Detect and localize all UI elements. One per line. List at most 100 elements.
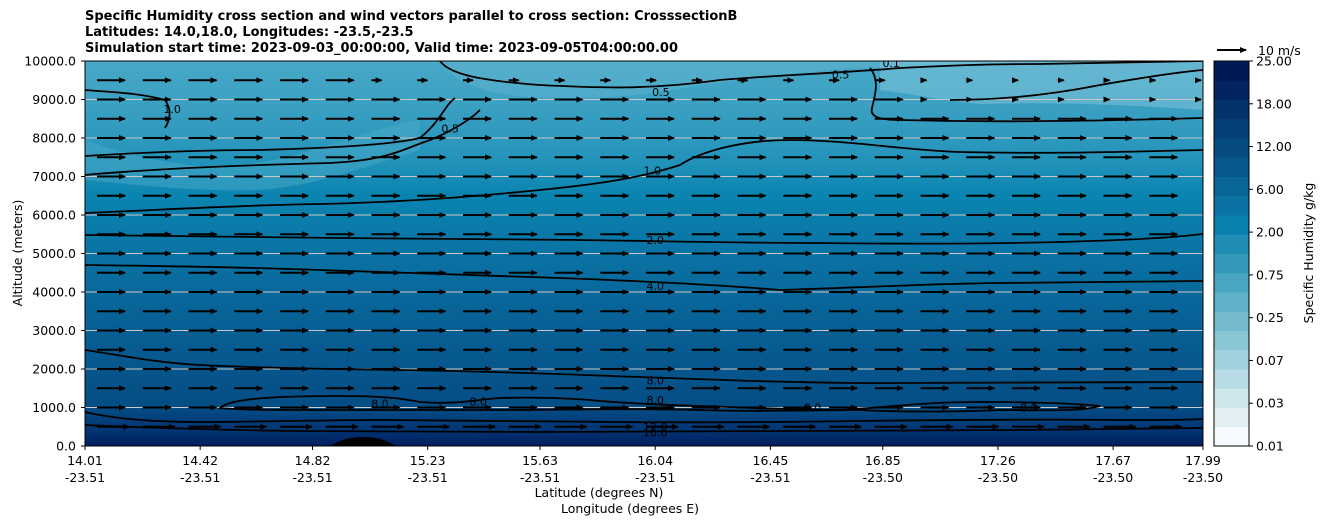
contour-12p0: [85, 411, 1203, 424]
contour-lines: [85, 61, 1203, 433]
x-axis: 14.01 -23.51 14.42 -23.51 14.82 -23.51 15.23 -2…: [65, 446, 1223, 485]
colorbar-swatch: [1214, 388, 1249, 408]
colorbar-tick-label: 2.00: [1256, 225, 1284, 240]
contour-label: 1.0: [644, 165, 662, 178]
contour-label: 2.0: [646, 234, 664, 247]
dry-pocket-left: [85, 120, 420, 191]
colorbar-tick-label: 0.75: [1256, 267, 1284, 282]
x-tick-label-lat: 17.99: [1185, 453, 1221, 468]
colorbar-swatch: [1214, 80, 1249, 100]
colorbar-label: Specific Humidity g/kg: [1301, 183, 1316, 324]
x-axis-label-longitude: Longitude (degrees E): [561, 501, 699, 516]
contour-8p0-upper: [85, 349, 1203, 384]
colorbar-swatch: [1214, 176, 1249, 197]
x-tick-label-lat: 17.26: [980, 453, 1016, 468]
colorbar-tick-label: 0.01: [1256, 439, 1284, 454]
x-tick-label-lat: 14.42: [182, 453, 218, 468]
colorbar-swatch: [1214, 369, 1249, 389]
chart-title: Specific Humidity cross section and wind…: [85, 9, 737, 57]
contour-label: 0.1: [882, 57, 900, 70]
x-tick-label-lon: -23.50: [1093, 470, 1133, 485]
chart-title-line-3: Simulation start time: 2023-09-03_00:00:…: [85, 41, 678, 56]
contour-1p0: [85, 97, 456, 157]
x-tick-label-lat: 17.67: [1095, 453, 1131, 468]
x-tick-label-lat: 14.82: [295, 453, 331, 468]
colorbar-swatch: [1214, 157, 1249, 177]
terrain-bump: [330, 437, 395, 446]
plot-area: 0.50.50.50.11.01.02.04.08.08.08.0 8.0 8.0 8…: [85, 57, 1203, 446]
chart-title-line-1: Specific Humidity cross section and wind…: [85, 9, 738, 24]
x-tick-label-lat: 16.45: [753, 453, 789, 468]
contour-label-text: 8.0: [470, 396, 488, 409]
colorbar-swatch: [1214, 61, 1249, 81]
x-tick-label-lon: -23.51: [520, 470, 560, 485]
contour-label-text: 0.5: [441, 122, 459, 135]
colorbar-swatch: [1214, 349, 1249, 370]
colorbar-frame: [1213, 60, 1250, 447]
x-tick-label-lon: -23.51: [750, 470, 790, 485]
contour-label: 0.5: [441, 122, 459, 135]
contour-label-text: 8.0: [646, 394, 664, 407]
y-tick-label: 6000.0: [32, 208, 76, 223]
x-tick-label-lon: -23.50: [1183, 470, 1223, 485]
chart-title-line-2: Latitudes: 14.0,18.0, Longitudes: -23.5,…: [85, 25, 414, 40]
y-tick-label: 0.0: [56, 439, 76, 454]
x-tick-label-lon: -23.50: [978, 470, 1018, 485]
colorbar-swatch: [1214, 292, 1249, 312]
x-tick-label-lat: 15.23: [410, 453, 446, 468]
colorbar-swatch: [1214, 311, 1249, 331]
x-tick-label-lat: 14.01: [67, 453, 103, 468]
contour-4p0: [85, 264, 1203, 291]
colorbar-swatch: [1214, 215, 1249, 235]
colorbar-swatch: [1214, 195, 1249, 216]
colorbar-swatch: [1214, 272, 1249, 293]
dry-layer-top: [85, 61, 1203, 99]
contour-label: 1.0: [163, 103, 181, 116]
quiver-key: 10 m/s: [1217, 43, 1301, 58]
contour-label-text: 8.0: [646, 375, 664, 388]
contour-0p5-inner: [85, 109, 481, 176]
contour-label-text: 1.0: [644, 165, 662, 178]
colorbar-swatch: [1214, 99, 1249, 120]
y-tick-label: 7000.0: [32, 169, 76, 184]
colorbar: 0.01 0.03 0.07 0.25 0.75 2.00 6.00 12.00 18.00 25…: [1214, 54, 1292, 454]
colorbar-swatch: [1214, 118, 1249, 139]
contour-label-text: 1.0: [163, 103, 181, 116]
colorbar-swatch: [1214, 234, 1249, 254]
contour-2p0: [85, 233, 1203, 245]
y-tick-label: 1000.0: [32, 400, 76, 415]
x-tick-label-lon: -23.51: [635, 470, 675, 485]
colorbar-swatch: [1214, 426, 1249, 447]
y-tick-label: 4000.0: [32, 285, 76, 300]
x-tick-label-lon: -23.51: [65, 470, 105, 485]
colorbar-tick-label: 0.03: [1256, 396, 1284, 411]
contour-labels: 0.50.50.50.11.01.02.04.08.08.08.0 8.0 8.0 8…: [163, 57, 1037, 440]
colorbar-tick-label: 0.07: [1256, 353, 1284, 368]
quiver-key-label: 10 m/s: [1258, 43, 1301, 58]
y-tick-label: 5000.0: [32, 246, 76, 261]
colorbar-tick-label: 12.00: [1256, 139, 1292, 154]
y-tick-label: 2000.0: [32, 362, 76, 377]
y-tick-label: 3000.0: [32, 323, 76, 338]
wind-vectors: [97, 77, 1202, 430]
dry-layer-top-right: [880, 61, 1203, 110]
contour-label: 8.0: [646, 375, 664, 388]
colorbar-tick-label: 0.25: [1256, 310, 1284, 325]
colorbar-tick-label: 25.00: [1256, 54, 1292, 69]
y-tick-label: 8000.0: [32, 131, 76, 146]
colorbar-tick-label: 18.00: [1256, 96, 1292, 111]
contour-label: 8.0: [646, 394, 664, 407]
contour-label: 16.0: [643, 427, 668, 440]
contour-label-text: 16.0: [643, 427, 668, 440]
colorbar-swatch: [1214, 407, 1249, 428]
colorbar-tick-label: 6.00: [1256, 182, 1284, 197]
x-tick-label-lon: -23.51: [408, 470, 448, 485]
contour-label-text: 2.0: [646, 234, 664, 247]
colorbar-swatch: [1214, 330, 1249, 351]
x-tick-label-lat: 16.85: [865, 453, 901, 468]
contour-label: 8.0: [371, 398, 389, 411]
contour-label-text: 0.1: [882, 57, 900, 70]
x-tick-label-lon: -23.50: [863, 470, 903, 485]
y-axis-label: Altitude (meters): [10, 200, 25, 307]
